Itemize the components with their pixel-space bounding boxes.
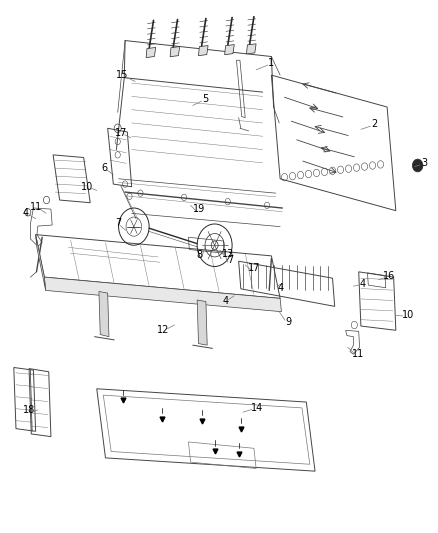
Text: 9: 9 — [286, 317, 292, 327]
Text: 10: 10 — [402, 310, 414, 320]
Polygon shape — [146, 47, 155, 58]
Text: 7: 7 — [227, 255, 233, 264]
Text: 19: 19 — [193, 204, 205, 214]
Text: 3: 3 — [421, 158, 427, 168]
Text: 4: 4 — [223, 296, 229, 306]
Text: 11: 11 — [352, 349, 364, 359]
Polygon shape — [198, 45, 208, 55]
Circle shape — [413, 159, 423, 172]
Text: 6: 6 — [102, 163, 108, 173]
Text: 11: 11 — [30, 202, 42, 212]
Text: 14: 14 — [251, 403, 264, 414]
Text: 15: 15 — [116, 70, 128, 80]
Text: 16: 16 — [383, 271, 396, 281]
Text: 8: 8 — [196, 250, 202, 260]
Text: 5: 5 — [202, 94, 208, 104]
Text: 4: 4 — [277, 283, 283, 293]
Text: 17: 17 — [248, 263, 260, 272]
Text: 13: 13 — [222, 249, 234, 259]
Text: 17: 17 — [115, 127, 127, 138]
Text: 12: 12 — [157, 325, 170, 335]
Text: 4: 4 — [360, 279, 366, 288]
Polygon shape — [247, 44, 256, 54]
Polygon shape — [170, 46, 180, 56]
Text: 18: 18 — [23, 405, 35, 415]
Text: 2: 2 — [371, 119, 377, 129]
Polygon shape — [99, 292, 109, 337]
Polygon shape — [44, 277, 282, 312]
Text: 7: 7 — [116, 218, 122, 228]
Polygon shape — [35, 235, 46, 290]
Text: 1: 1 — [268, 59, 275, 68]
Polygon shape — [225, 45, 234, 55]
Text: 4: 4 — [23, 208, 29, 219]
Text: 10: 10 — [81, 182, 93, 192]
Polygon shape — [197, 300, 207, 345]
